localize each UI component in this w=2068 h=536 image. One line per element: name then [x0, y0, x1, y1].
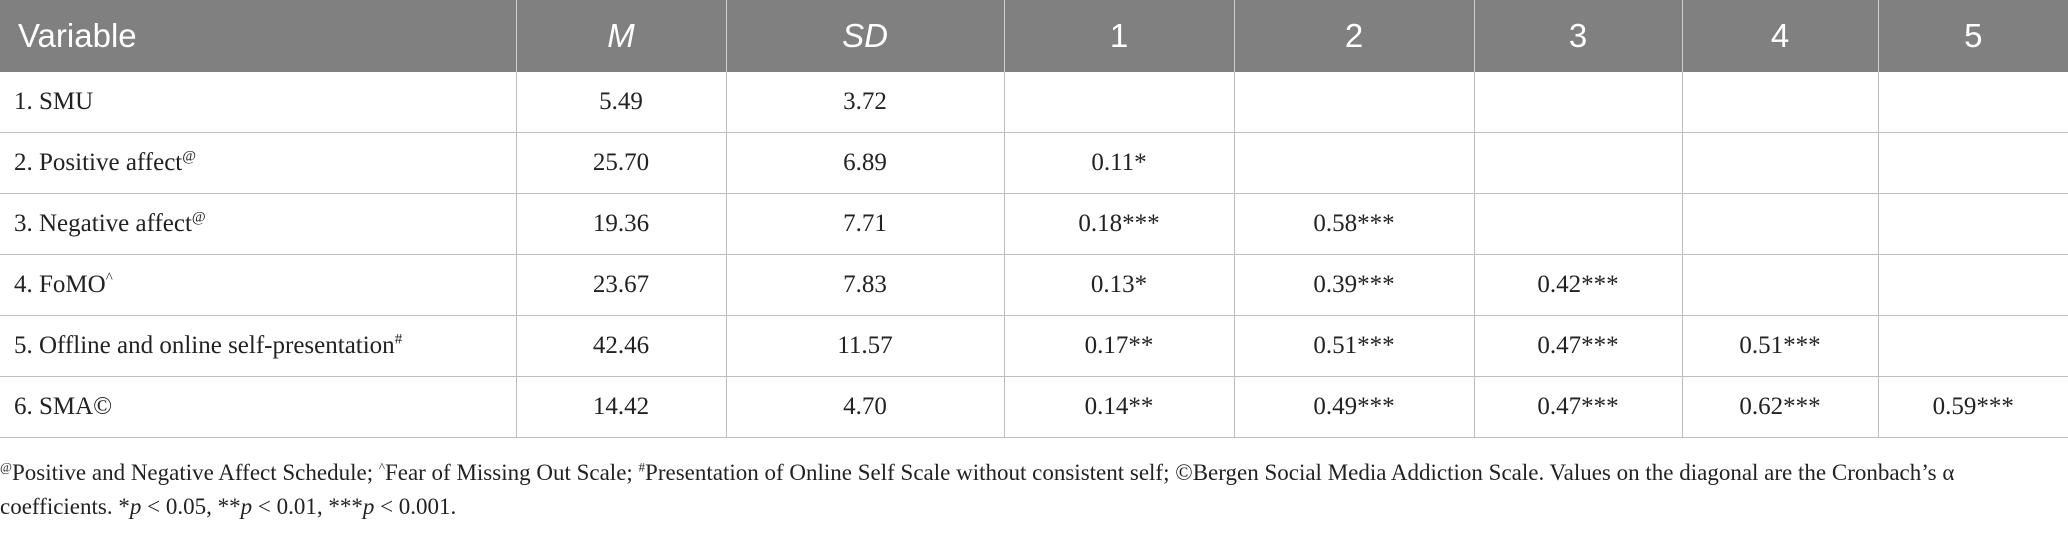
- corr-cell-4: [1682, 132, 1879, 194]
- variable-label: 6. SMA©: [14, 393, 113, 420]
- footnote-marker: @: [0, 459, 12, 475]
- sd-cell: 7.83: [726, 254, 1005, 316]
- corr-cell-5: [1878, 315, 2068, 377]
- header-col-1: 1: [1004, 0, 1235, 72]
- header-sd: SD: [726, 0, 1005, 72]
- corr-cell-4: [1682, 254, 1879, 316]
- footnote-marker: #: [638, 459, 646, 475]
- mean-cell: 19.36: [516, 193, 727, 255]
- footnote-marker: @: [191, 209, 206, 226]
- corr-cell-3: 0.47***: [1474, 376, 1683, 438]
- mean-cell: 25.70: [516, 132, 727, 194]
- corr-cell-3: [1474, 132, 1683, 194]
- footnote-marker: ^: [378, 459, 385, 475]
- corr-cell-4: 0.62***: [1682, 376, 1879, 438]
- header-col-3: 3: [1474, 0, 1683, 72]
- p-symbol: p: [129, 494, 142, 519]
- mean-cell: 23.67: [516, 254, 727, 316]
- corr-cell-2: 0.58***: [1234, 193, 1475, 255]
- correlation-table-container: Variable M SD 1 2 3 4 5 1. SMU 5.49 3.72: [0, 0, 2068, 438]
- corr-cell-4: [1682, 193, 1879, 255]
- sd-cell: 3.72: [726, 72, 1005, 133]
- header-mean: M: [516, 0, 727, 72]
- mean-cell: 14.42: [516, 376, 727, 438]
- corr-cell-5: 0.59***: [1878, 376, 2068, 438]
- table-footnote: @Positive and Negative Affect Schedule; …: [0, 456, 2060, 524]
- header-variable: Variable: [0, 0, 517, 72]
- variable-label: 4. FoMO: [14, 271, 106, 298]
- table-row: 5. Offline and online self-presentation#…: [0, 315, 2068, 377]
- variable-label: 5. Offline and online self-presentation: [14, 332, 395, 359]
- variable-cell: 1. SMU: [0, 72, 517, 133]
- sd-cell: 7.71: [726, 193, 1005, 255]
- corr-cell-3: 0.42***: [1474, 254, 1683, 316]
- variable-label: 2. Positive affect: [14, 149, 183, 176]
- corr-cell-1: 0.18***: [1004, 193, 1235, 255]
- variable-cell: 5. Offline and online self-presentation#: [0, 315, 517, 377]
- mean-cell: 42.46: [516, 315, 727, 377]
- sd-cell: 4.70: [726, 376, 1005, 438]
- corr-cell-3: [1474, 193, 1683, 255]
- corr-cell-1: 0.13*: [1004, 254, 1235, 316]
- corr-cell-5: [1878, 193, 2068, 255]
- corr-cell-5: [1878, 254, 2068, 316]
- corr-cell-3: 0.47***: [1474, 315, 1683, 377]
- descriptive-correlation-table: Variable M SD 1 2 3 4 5 1. SMU 5.49 3.72: [0, 0, 2068, 438]
- header-col-4: 4: [1682, 0, 1879, 72]
- corr-cell-4: [1682, 72, 1879, 133]
- corr-cell-1: 0.11*: [1004, 132, 1235, 194]
- table-row: 6. SMA© 14.42 4.70 0.14** 0.49*** 0.47**…: [0, 376, 2068, 438]
- corr-cell-4: 0.51***: [1682, 315, 1879, 377]
- footnote-text: Fear of Missing Out Scale;: [384, 460, 639, 485]
- corr-cell-1: 0.17**: [1004, 315, 1235, 377]
- footnote-marker: ^: [105, 270, 113, 287]
- sd-cell: 6.89: [726, 132, 1005, 194]
- corr-cell-1: 0.14**: [1004, 376, 1235, 438]
- corr-cell-2: [1234, 132, 1475, 194]
- table-row: 1. SMU 5.49 3.72: [0, 72, 2068, 133]
- footnote-text: < 0.001.: [374, 494, 457, 519]
- table-row: 3. Negative affect@ 19.36 7.71 0.18*** 0…: [0, 193, 2068, 255]
- corr-cell-1: [1004, 72, 1235, 133]
- sd-cell: 11.57: [726, 315, 1005, 377]
- variable-cell: 4. FoMO^: [0, 254, 517, 316]
- corr-cell-5: [1878, 132, 2068, 194]
- footnote-text: Positive and Negative Affect Schedule;: [11, 460, 379, 485]
- table-row: 4. FoMO^ 23.67 7.83 0.13* 0.39*** 0.42**…: [0, 254, 2068, 316]
- header-row: Variable M SD 1 2 3 4 5: [0, 0, 2068, 72]
- table-row: 2. Positive affect@ 25.70 6.89 0.11*: [0, 132, 2068, 194]
- corr-cell-2: 0.39***: [1234, 254, 1475, 316]
- footnote-text: < 0.05, **: [141, 494, 241, 519]
- corr-cell-5: [1878, 72, 2068, 133]
- corr-cell-3: [1474, 72, 1683, 133]
- footnote-text: < 0.01, ***: [252, 494, 363, 519]
- p-symbol: p: [240, 494, 253, 519]
- header-col-2: 2: [1234, 0, 1475, 72]
- corr-cell-2: 0.51***: [1234, 315, 1475, 377]
- footnote-marker: #: [394, 331, 403, 348]
- footnote-text: Presentation of Online Self Scale withou…: [0, 460, 1955, 519]
- p-symbol: p: [362, 494, 375, 519]
- variable-cell: 2. Positive affect@: [0, 132, 517, 194]
- variable-label: 1. SMU: [14, 88, 94, 115]
- footnote-marker: @: [182, 148, 197, 165]
- variable-cell: 6. SMA©: [0, 376, 517, 438]
- corr-cell-2: [1234, 72, 1475, 133]
- variable-label: 3. Negative affect: [14, 210, 192, 237]
- header-col-5: 5: [1878, 0, 2068, 72]
- variable-cell: 3. Negative affect@: [0, 193, 517, 255]
- mean-cell: 5.49: [516, 72, 727, 133]
- corr-cell-2: 0.49***: [1234, 376, 1475, 438]
